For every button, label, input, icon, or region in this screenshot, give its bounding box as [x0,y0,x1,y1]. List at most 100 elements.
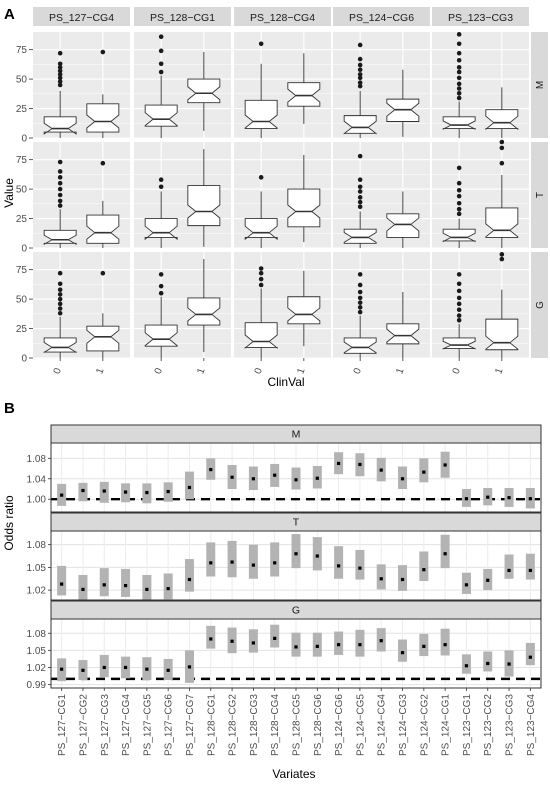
x-tick-label: PS_127−CG1 [57,694,68,756]
x-tick-label: PS_123−CG4 [526,694,537,756]
outlier-point [57,159,63,165]
row-strip-label: G [535,301,546,309]
y-tick-label: 0 [21,244,27,255]
outlier-point [357,42,363,48]
odds-ratio-estimate [209,637,213,641]
odds-ratio-estimate [166,489,170,494]
column-strip-label: PS_123−CG3 [448,12,513,24]
x-tick-label: PS_124−CG1 [441,694,452,756]
x-tick-label: PS_127−CG5 [142,694,153,756]
panel-b-x-title: Variates [272,767,315,781]
confidence-interval-bar [142,574,152,600]
x-tick-label: PS_128−CG4 [270,694,281,756]
outlier-point [456,95,462,101]
y-tick-label: 50 [16,295,28,306]
notched-box [386,323,420,345]
odds-ratio-estimate [81,488,85,493]
odds-ratio-estimate [337,461,341,466]
outlier-point [456,69,462,75]
notched-box [287,296,321,325]
confidence-interval-bar [184,559,194,592]
notched-box [343,337,377,354]
outlier-point [57,79,63,84]
x-tick-label: PS_123−CG1 [462,694,473,756]
odds-ratio-estimate [60,667,64,671]
column-strip-label: PS_128−CG1 [150,12,215,24]
odds-ratio-estimate [123,583,128,588]
outlier-point [456,81,462,87]
outlier-point [357,189,363,194]
x-tick-label: 1 [394,366,406,375]
outlier-point [456,200,462,206]
notched-box [442,228,476,243]
outlier-point [357,75,363,81]
outlier-point [357,56,363,62]
x-tick-label: 1 [295,366,307,375]
confidence-interval-bar [312,537,322,571]
outlier-point [456,180,462,186]
x-tick-label: 0 [451,366,463,375]
outlier-point [158,69,164,75]
odds-ratio-estimate [187,485,192,490]
odds-ratio-estimate [251,477,255,481]
y-tick-label: 50 [16,185,28,196]
outlier-point [57,292,63,297]
x-tick-label: 1 [94,366,106,375]
outlier-point [499,252,505,257]
outlier-point [57,310,63,316]
outlier-point [456,65,462,70]
x-tick-label: PS_127−CG6 [164,694,175,756]
outlier-point [357,184,363,190]
facet-strip-label: T [293,517,300,529]
odds-ratio-estimate [464,583,469,587]
odds-ratio-estimate [81,587,85,591]
x-tick-label: 1 [493,366,505,375]
x-tick-label: PS_128−CG3 [249,694,260,756]
odds-ratio-estimate [123,665,128,670]
odds-ratio-estimate [166,668,170,672]
odds-ratio-estimate [315,554,319,558]
confidence-interval-bar [270,624,280,648]
odds-ratio-estimate [464,497,469,501]
odds-ratio-estimate [251,641,255,645]
confidence-interval-bar [270,542,280,577]
odds-ratio-estimate [464,664,469,668]
x-tick-label: PS_127−CG2 [78,694,89,756]
odds-ratio-estimate [230,560,234,564]
y-tick-label: 75 [16,265,28,276]
x-tick-label: 0 [253,366,265,375]
odds-ratio-estimate [400,651,405,655]
outlier-point [158,290,164,296]
notched-box [144,324,178,347]
notched-box [187,185,221,227]
y-tick-label: 25 [16,324,28,335]
notched-box [43,229,77,246]
row-strip-label: M [535,81,546,89]
notched-box [43,337,77,354]
y-tick-label: 1.08 [27,540,47,551]
outlier-point [456,50,462,56]
x-tick-label: PS_123−CG2 [483,694,494,756]
outlier-point [57,281,63,287]
odds-ratio-estimate [230,639,234,643]
outlier-point [57,301,63,307]
y-tick-label: 1.08 [27,629,47,640]
odds-ratio-estimate [102,665,106,670]
notched-box [485,109,519,131]
outlier-point [357,83,363,89]
outlier-point [357,67,363,72]
notched-box [343,228,377,244]
facet-strip-label: G [292,605,300,617]
x-tick-label: PS_128−CG6 [313,694,324,756]
odds-ratio-estimate [60,582,64,586]
confidence-interval-bar [525,553,535,580]
odds-ratio-estimate [81,668,85,672]
outlier-point [357,272,363,277]
notched-box [442,337,476,350]
outlier-point [456,211,462,217]
confidence-interval-bar [419,551,429,582]
outlier-point [499,145,505,151]
outlier-point [57,192,63,198]
outlier-point [357,309,363,315]
outlier-point [456,75,462,81]
